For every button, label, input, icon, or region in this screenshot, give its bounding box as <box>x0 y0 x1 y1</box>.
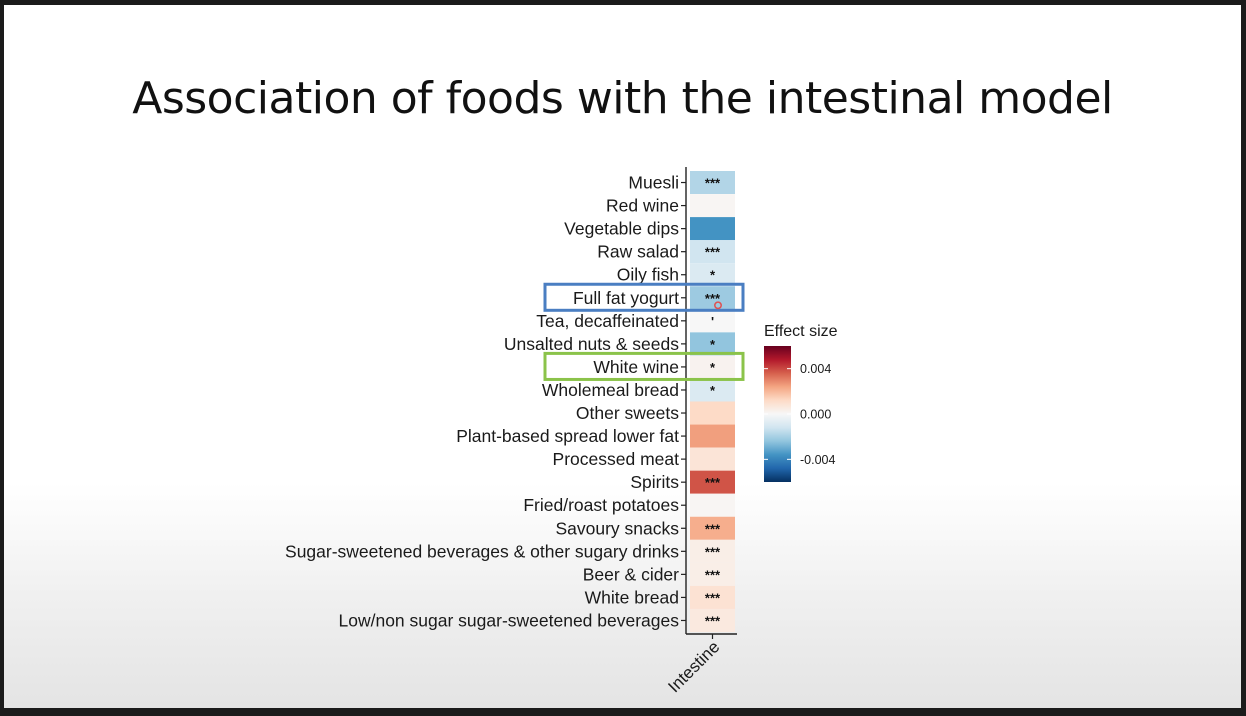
highlight-box <box>543 282 745 312</box>
heatmap-cell <box>690 309 735 333</box>
heatmap-cell <box>690 401 735 425</box>
heatmap-cell <box>690 194 735 218</box>
row-label: Tea, decaffeinated <box>536 311 679 331</box>
significance-label: *** <box>705 291 721 306</box>
highlight-boxes <box>543 282 745 381</box>
row-label: Beer & cider <box>583 564 679 584</box>
heatmap-cell <box>690 470 735 494</box>
heatmap-cells: **********'********************* <box>690 171 735 632</box>
row-label: Other sweets <box>576 403 679 423</box>
heatmap-cell <box>690 608 735 632</box>
legend-title: Effect size <box>764 323 838 340</box>
heatmap-cell <box>690 286 735 310</box>
row-label: Wholemeal bread <box>542 380 679 400</box>
significance-label: *** <box>705 567 721 582</box>
row-label: White bread <box>585 587 679 607</box>
legend-tick-label: 0.000 <box>800 408 831 422</box>
row-label: Muesli <box>628 173 679 193</box>
significance-label: * <box>710 337 716 352</box>
row-label: Low/non sugar sugar-sweetened beverages <box>339 610 680 630</box>
significance-label: *** <box>705 475 721 490</box>
significance-label: *** <box>705 176 721 191</box>
row-label: Full fat yogurt <box>573 288 679 308</box>
heatmap-chart: **********'********************* MuesliR… <box>285 167 838 696</box>
heatmap-cell <box>690 539 735 563</box>
row-label: Spirits <box>630 472 679 492</box>
heatmap-cell <box>690 332 735 356</box>
row-label: Unsalted nuts & seeds <box>504 334 679 354</box>
significance-label: *** <box>705 521 721 536</box>
row-labels: Muesli Red wine Vegetable dips Raw salad Oil… <box>285 173 679 631</box>
heatmap-cell <box>690 355 735 379</box>
row-label: Fried/roast potatoes <box>523 495 679 515</box>
heatmap-cell <box>690 240 735 264</box>
heatmap-cell <box>690 217 735 241</box>
heatmap-cell <box>690 378 735 402</box>
significance-label: *** <box>705 544 721 559</box>
significance-label: ' <box>711 314 714 329</box>
legend-tick-label: -0.004 <box>800 453 835 467</box>
row-label: Vegetable dips <box>564 219 679 239</box>
column-label: Intestine <box>664 637 723 696</box>
heatmap-cell <box>690 263 735 287</box>
significance-label: * <box>710 360 716 375</box>
row-label: Oily fish <box>617 265 679 285</box>
row-label: Raw salad <box>597 242 679 262</box>
significance-label: *** <box>705 613 721 628</box>
legend-colorbar <box>764 346 791 482</box>
heatmap-cell <box>690 171 735 195</box>
heatmap-cell <box>690 562 735 586</box>
row-label: Plant-based spread lower fat <box>456 426 679 446</box>
heatmap-cell <box>690 516 735 540</box>
cursor-marker <box>714 301 722 310</box>
row-label: White wine <box>593 357 679 377</box>
slide: Association of foods with the intestinal… <box>4 5 1241 708</box>
significance-label: * <box>710 268 716 283</box>
significance-label: *** <box>705 245 721 260</box>
row-label: Savoury snacks <box>555 518 679 538</box>
highlight-box <box>543 351 745 381</box>
row-label: Sugar-sweetened beverages & other sugary… <box>285 541 679 561</box>
row-label: Processed meat <box>553 449 680 469</box>
heatmap-cell <box>690 585 735 609</box>
legend: Effect size 0.004 0.000 -0.004 <box>764 323 838 482</box>
row-label: Red wine <box>606 196 679 216</box>
slide-title: Association of foods with the intestinal… <box>132 73 1113 124</box>
heatmap-cell <box>690 447 735 471</box>
heatmap-cell <box>690 424 735 448</box>
significance-label: *** <box>705 590 721 605</box>
heatmap-cell <box>690 493 735 517</box>
significance-label: * <box>710 383 716 398</box>
legend-tick-label: 0.004 <box>800 362 831 376</box>
